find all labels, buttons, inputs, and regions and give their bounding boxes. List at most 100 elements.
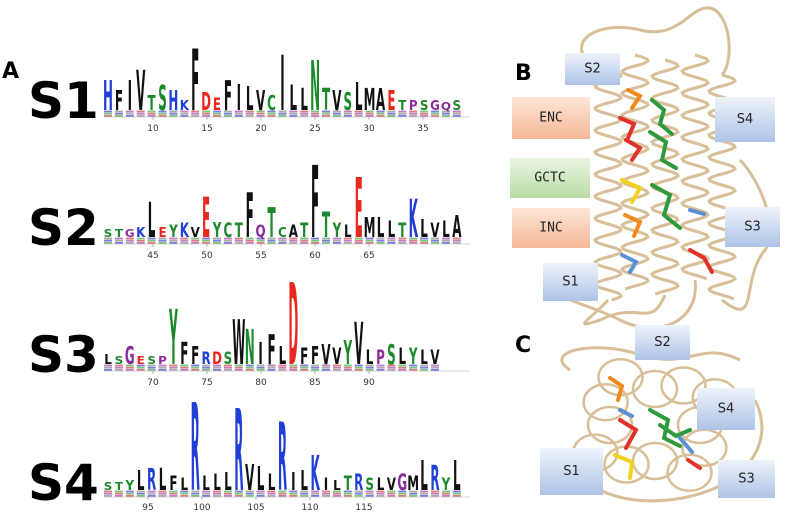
logo-letter: Q: [256, 223, 266, 241]
logo-residue-fill: [191, 115, 200, 117]
logo-residue-fill: [125, 492, 134, 495]
logo-residue-fill: [300, 492, 309, 495]
box-label: GCTC: [534, 171, 565, 186]
logo-residue-fill: [114, 239, 123, 242]
box-label: S1: [563, 464, 580, 479]
logo-letter: L: [333, 478, 341, 494]
logo-residue-fill: [256, 492, 265, 495]
side-chain: [650, 98, 674, 136]
logo-residue-fill: [387, 495, 396, 497]
logo-residue-fill: [398, 364, 407, 367]
box-label: S2: [654, 335, 671, 350]
logo-letter: E: [387, 84, 395, 116]
logo-residue-fill: [332, 110, 341, 113]
logo-residue-fill: [409, 492, 418, 495]
logo-residue-fill: [365, 492, 374, 495]
panel-label: A: [2, 59, 19, 84]
logo-letter: C: [267, 90, 276, 114]
side-chain: [618, 116, 637, 140]
logo-residue-fill: [223, 492, 232, 495]
logo-residue-fill: [223, 364, 232, 367]
logo-residue-fill: [387, 366, 396, 369]
side-chain: [624, 138, 643, 162]
logo-residue-fill: [125, 490, 134, 493]
logo-residue-fill: [311, 242, 320, 244]
logo-residue-fill: [158, 112, 167, 115]
logo-residue-fill: [376, 237, 385, 240]
logo-letter: S: [104, 226, 113, 239]
logo-letter: S: [158, 79, 167, 119]
helix-turn: [582, 382, 629, 422]
logo-residue-fill: [420, 110, 429, 113]
logo-residue-fill: [420, 239, 429, 242]
logo-residue-fill: [409, 237, 418, 240]
logo-residue-fill: [420, 237, 429, 240]
logo-letter: D: [288, 260, 298, 391]
tick-label: 85: [309, 378, 320, 388]
logo-residue-fill: [452, 112, 461, 115]
logo-letter: V: [256, 84, 266, 116]
logo-residue-fill: [322, 110, 330, 113]
logo-residue-fill: [387, 110, 396, 113]
logo-residue-fill: [343, 237, 352, 240]
logo-letter: Y: [212, 217, 222, 241]
logo-letter: P: [158, 353, 167, 366]
logo-letter: S: [115, 353, 124, 366]
logo-letter: L: [420, 214, 428, 243]
labels: AS1 H F I V T S H K F D E F I L V C I L L N T V S L M A E T P S G Q S10 15…: [2, 33, 780, 520]
side-chain: [650, 183, 682, 230]
logo-residue-fill: [114, 364, 123, 367]
logo-letter: L: [377, 211, 385, 243]
logo-letter: L: [420, 453, 428, 501]
logo-residue-fill: [202, 364, 211, 367]
logo-residue-fill: [441, 115, 450, 117]
logo-letter: E: [137, 353, 145, 366]
side-chain: [688, 208, 706, 216]
logo-residue-fill: [354, 237, 363, 240]
logo-residue-fill: [398, 237, 407, 240]
logo-residue-fill: [158, 239, 167, 242]
logo-residue-fill: [202, 366, 211, 369]
logo-letter: L: [148, 194, 156, 249]
logo-residue-fill: [169, 369, 178, 371]
logo-residue-fill: [398, 115, 407, 117]
label-box: [715, 97, 775, 142]
logo-letter: A: [452, 211, 461, 245]
logo-residue-fill: [256, 110, 265, 113]
logo-residue-fill: [387, 239, 396, 242]
logo-residue-fill: [300, 242, 309, 244]
logo-residue-fill: [223, 495, 232, 497]
logo-residue-fill: [104, 112, 112, 115]
logo-residue-fill: [343, 369, 352, 371]
logo-residue-fill: [180, 112, 189, 115]
logo-letter: A: [376, 84, 385, 118]
logo-residue-fill: [343, 110, 352, 113]
logo-residue-fill: [452, 495, 461, 497]
logo-residue-fill: [332, 242, 341, 244]
tick-label: 100: [193, 503, 210, 513]
tick-label: 75: [201, 378, 212, 388]
logo-residue-fill: [256, 490, 265, 493]
logo-residue-fill: [104, 239, 112, 242]
logo-residue-fill: [365, 112, 374, 115]
logo-residue-fill: [322, 242, 330, 244]
logo-residue-fill: [104, 110, 112, 113]
logo-residue-fill: [267, 364, 276, 367]
logo-residue-fill: [409, 369, 418, 371]
logo-residue-fill: [431, 112, 439, 115]
logo-residue-fill: [234, 112, 243, 115]
logo-residue-fill: [441, 495, 450, 497]
logo-letter: L: [224, 467, 232, 496]
label-box: [725, 207, 780, 247]
logo-residue-fill: [431, 364, 439, 367]
logo-residue-fill: [104, 369, 112, 371]
helix: [620, 53, 650, 291]
logo-residue-fill: [278, 110, 287, 113]
logo-residue-fill: [332, 237, 341, 240]
logo-residue-fill: [420, 490, 429, 493]
logo-letter: D: [201, 87, 211, 116]
logo-residue-fill: [213, 366, 221, 369]
logo-residue-fill: [332, 112, 341, 115]
logo-residue-fill: [136, 490, 145, 493]
logo-residue-fill: [202, 492, 211, 495]
